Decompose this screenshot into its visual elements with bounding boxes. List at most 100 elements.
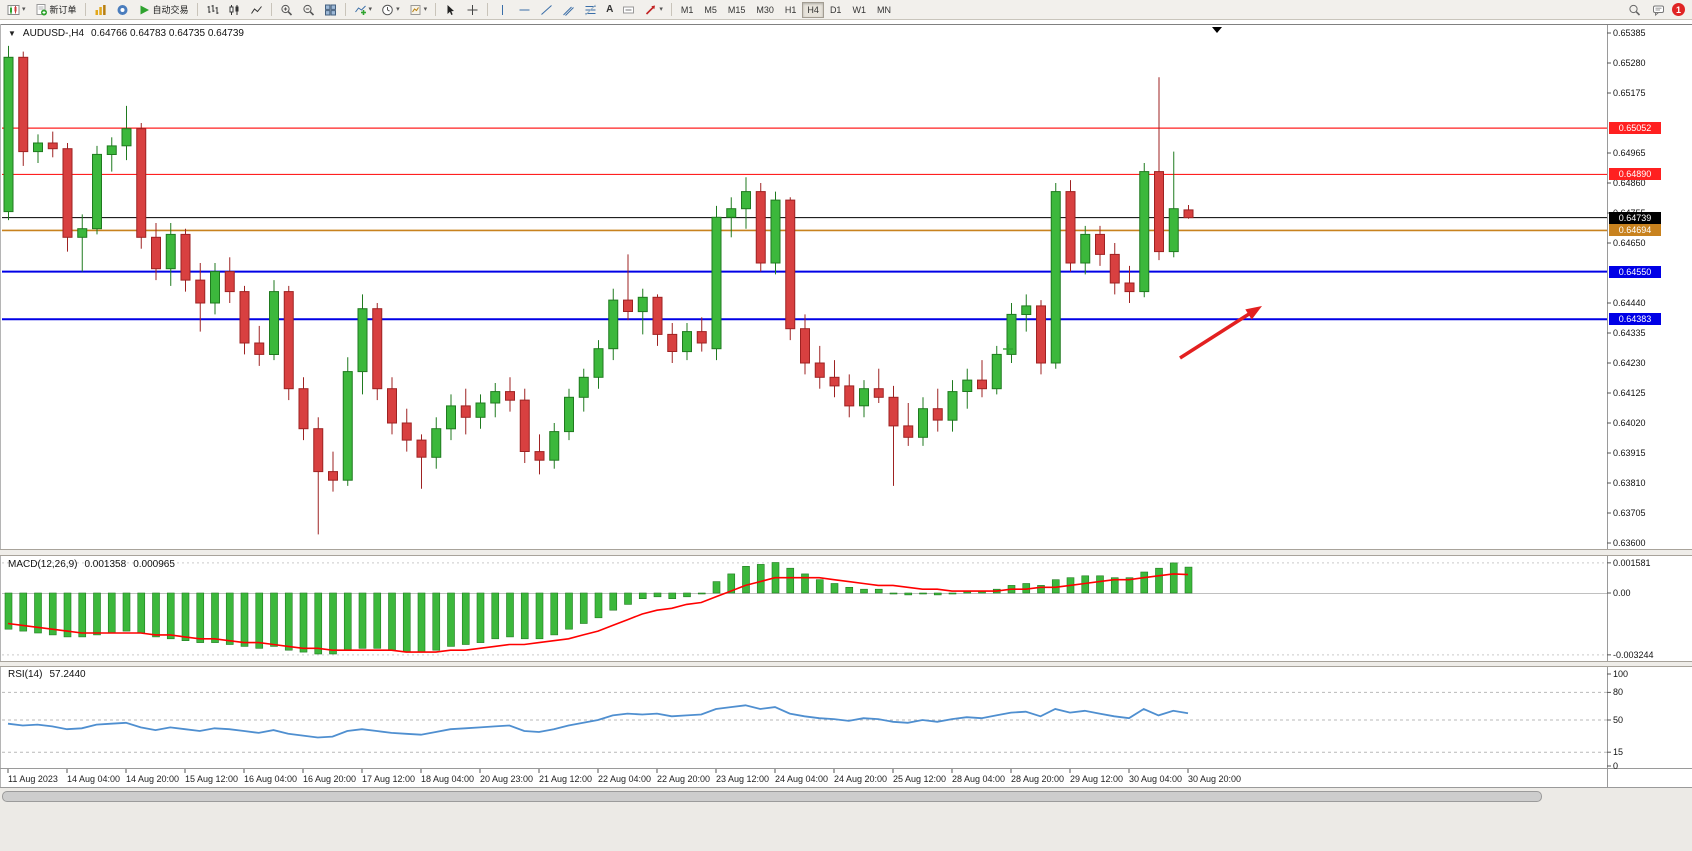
toolbar-separator: [270, 3, 272, 16]
chat-button[interactable]: [1648, 1, 1669, 18]
play-icon: [140, 5, 149, 14]
text-button[interactable]: A: [602, 1, 617, 18]
new-order-label: 新订单: [49, 5, 77, 15]
text-label-icon: [623, 6, 635, 13]
cursor-icon: [447, 4, 455, 15]
new-order-button[interactable]: 新订单: [31, 1, 81, 18]
crosshair-button[interactable]: [462, 1, 483, 18]
new-chart-button[interactable]: ▾: [3, 1, 30, 18]
timeframe-M15[interactable]: M15: [723, 2, 751, 18]
chevron-down-icon: ▾: [22, 6, 26, 13]
periods-button[interactable]: ▾: [377, 1, 404, 18]
toolbar-separator: [196, 3, 198, 16]
bar-chart-icon: [207, 4, 219, 14]
toolbar-separator: [487, 3, 489, 16]
timeframe-D1[interactable]: D1: [825, 2, 847, 18]
channel-button[interactable]: [558, 1, 579, 18]
timeframe-toolbar: M1 M5 M15 M30 H1 H4 D1 W1 MN: [676, 1, 896, 18]
symbol-timeframe: AUDUSD-,H4: [22, 28, 85, 39]
cursor-button[interactable]: [440, 1, 461, 18]
trendline-button[interactable]: [536, 1, 557, 18]
arrows-button[interactable]: ▾: [640, 1, 667, 18]
chevron-down-icon: ▾: [423, 6, 428, 13]
chat-icon: [1653, 5, 1664, 16]
candlestick-series: [3, 45, 1194, 535]
macd-main-value: 0.001358: [84, 559, 127, 570]
zoom-in-icon: [280, 4, 292, 16]
trendline-icon: [541, 4, 552, 15]
text-icon: A: [606, 3, 614, 15]
market-watch-icon: [95, 4, 106, 15]
zoom-out-icon: [302, 4, 314, 16]
candlestick-chart-button[interactable]: [224, 1, 245, 18]
timeframe-H4[interactable]: H4: [802, 1, 824, 18]
chevron-down-icon: ▾: [659, 6, 663, 13]
templates-button[interactable]: ▾: [405, 1, 432, 18]
macd-signal-value: 0.000965: [133, 559, 175, 570]
toolbar-separator: [435, 3, 437, 16]
macd-name: MACD(12,26,9): [8, 559, 78, 570]
tile-windows-button[interactable]: [320, 1, 341, 18]
rsi-value: 57.2440: [49, 669, 86, 680]
panel-separator[interactable]: [0, 549, 1692, 556]
trend-arrow-annotation[interactable]: [1179, 306, 1262, 360]
horizontal-line-button[interactable]: [514, 1, 535, 18]
timeframe-H1[interactable]: H1: [780, 2, 802, 18]
panel-separator[interactable]: [0, 661, 1692, 667]
clock-icon: [382, 4, 393, 15]
macd-histogram: [4, 562, 1193, 655]
navigator-button[interactable]: [112, 1, 133, 18]
crosshair-icon: [467, 4, 478, 15]
zoom-out-button[interactable]: [298, 1, 319, 18]
macd-label: MACD(12,26,9) 0.001358 0.000965: [8, 559, 175, 570]
search-button[interactable]: [1624, 1, 1645, 18]
timeframe-M1[interactable]: M1: [676, 2, 699, 18]
rsi-name: RSI(14): [8, 669, 43, 680]
toolbar-right-group: 1: [1624, 1, 1689, 18]
indicators-button[interactable]: ▾: [350, 1, 377, 18]
horizontal-scrollbar-thumb[interactable]: [2, 791, 1542, 802]
timeframe-W1[interactable]: W1: [847, 2, 871, 18]
zoom-in-button[interactable]: [276, 1, 297, 18]
rsi-line: [7, 704, 1189, 739]
channel-icon: [563, 6, 574, 16]
new-chart-icon: [7, 4, 20, 15]
line-chart-icon: [250, 5, 262, 14]
chevron-down-icon: ▾: [368, 6, 373, 13]
vertical-line-icon: [502, 4, 504, 15]
navigator-icon: [117, 4, 128, 15]
notification-badge[interactable]: 1: [1672, 3, 1685, 16]
horizontal-scrollbar-track[interactable]: [0, 787, 1692, 851]
main-toolbar: ▾ 新订单 自动交易: [0, 0, 1692, 20]
chart-shift-marker[interactable]: [1212, 27, 1222, 33]
macd-signal-line: [7, 573, 1189, 653]
timeframe-M30[interactable]: M30: [751, 2, 779, 18]
chart-title: ▼ AUDUSD-,H4 0.64766 0.64783 0.64735 0.6…: [8, 28, 244, 39]
autotrading-label: 自动交易: [152, 5, 189, 15]
chevron-down-icon: ▾: [396, 6, 400, 13]
text-label-button[interactable]: [618, 1, 639, 18]
new-order-icon: [36, 3, 47, 15]
line-chart-button[interactable]: [246, 1, 267, 18]
template-icon: [410, 4, 421, 15]
vertical-line-button[interactable]: [492, 1, 513, 18]
ohlc-values: 0.64766 0.64783 0.64735 0.64739: [91, 28, 244, 39]
arrow-icon: [646, 5, 656, 15]
autotrading-button[interactable]: 自动交易: [134, 1, 193, 18]
bar-chart-button[interactable]: [202, 1, 223, 18]
tile-windows-icon: [324, 4, 336, 15]
fibonacci-button[interactable]: [580, 1, 601, 18]
horizontal-line-icon: [519, 9, 530, 10]
toolbar-separator: [670, 3, 672, 16]
timeframe-M5[interactable]: M5: [699, 2, 722, 18]
rsi-label: RSI(14) 57.2440: [8, 669, 86, 680]
chart-collapse-icon[interactable]: ▼: [8, 29, 16, 38]
timeframe-MN[interactable]: MN: [872, 2, 896, 18]
indicators-icon: [354, 5, 366, 15]
market-watch-button[interactable]: [90, 1, 111, 18]
candlestick-chart-icon: [229, 4, 239, 15]
search-icon: [1629, 4, 1641, 16]
fibonacci-icon: [585, 4, 596, 15]
